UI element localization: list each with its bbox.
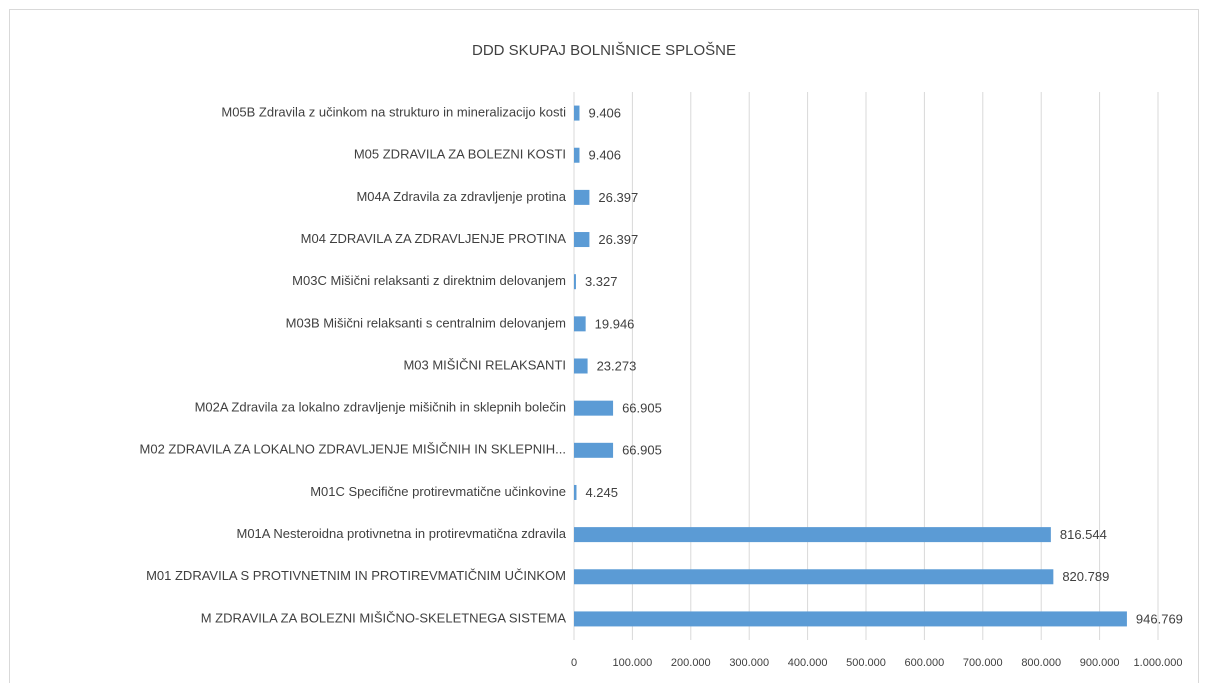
bar: [574, 147, 580, 163]
y-tick-label: M04A Zdravila za zdravljenje protina: [356, 189, 566, 204]
data-label: 3.327: [585, 274, 618, 289]
x-tick-label: 600.000: [905, 657, 945, 669]
y-tick-label: M02A Zdravila za lokalno zdravljenje miš…: [195, 400, 566, 415]
y-tick-label: M03 MIŠIČNI RELAKSANTI: [403, 357, 566, 372]
chart-title: DDD SKUPAJ BOLNIŠNICE SPLOŠNE: [472, 42, 736, 59]
data-label: 820.789: [1062, 569, 1109, 584]
data-label: 946.769: [1136, 611, 1183, 626]
bar: [574, 527, 1051, 543]
data-label: 66.905: [622, 401, 662, 416]
y-tick-label: M05B Zdravila z učinkom na strukturo in …: [221, 105, 566, 120]
bar: [574, 316, 586, 332]
data-label: 26.397: [598, 190, 638, 205]
data-label: 26.397: [598, 232, 638, 247]
x-tick-label: 100.000: [613, 657, 653, 669]
x-tick-label: 800.000: [1021, 657, 1061, 669]
bar: [574, 569, 1054, 585]
data-label: 66.905: [622, 443, 662, 458]
y-tick-label: M04 ZDRAVILA ZA ZDRAVLJENJE PROTINA: [301, 231, 567, 246]
y-tick-label: M03B Mišični relaksanti s centralnim del…: [286, 315, 566, 330]
x-tick-label: 400.000: [788, 657, 828, 669]
bar: [574, 189, 590, 205]
bar: [574, 358, 588, 374]
bar: [574, 400, 614, 416]
x-tick-label: 0: [571, 657, 577, 669]
bar: [574, 442, 614, 458]
bar: [574, 611, 1127, 627]
y-tick-label: M03C Mišični relaksanti z direktnim delo…: [292, 273, 566, 288]
y-tick-label: M05 ZDRAVILA ZA BOLEZNI KOSTI: [354, 147, 566, 162]
y-tick-label: M01A Nesteroidna protivnetna in protirev…: [236, 526, 566, 541]
x-tick-label: 900.000: [1080, 657, 1120, 669]
bar: [574, 105, 580, 121]
x-tick-label: 700.000: [963, 657, 1003, 669]
bar: [574, 274, 576, 290]
x-tick-label: 300.000: [729, 657, 769, 669]
data-label: 9.406: [588, 148, 621, 163]
data-label: 19.946: [595, 316, 635, 331]
y-tick-label: M02 ZDRAVILA ZA LOKALNO ZDRAVLJENJE MIŠI…: [140, 442, 566, 457]
data-label: 4.245: [585, 485, 618, 500]
data-label: 23.273: [597, 358, 637, 373]
data-label: 9.406: [588, 106, 621, 121]
y-tick-label: M ZDRAVILA ZA BOLEZNI MIŠIČNO-SKELETNEGA…: [201, 610, 567, 625]
y-tick-label: M01 ZDRAVILA S PROTIVNETNIM IN PROTIREVM…: [146, 568, 566, 583]
bar: [574, 484, 577, 500]
x-tick-label: 1.000.000: [1134, 657, 1183, 669]
x-tick-label: 500.000: [846, 657, 886, 669]
y-tick-label: M01C Specifične protirevmatične učinkovi…: [310, 484, 566, 499]
data-label: 816.544: [1060, 527, 1107, 542]
bar: [574, 232, 590, 248]
x-tick-label: 200.000: [671, 657, 711, 669]
